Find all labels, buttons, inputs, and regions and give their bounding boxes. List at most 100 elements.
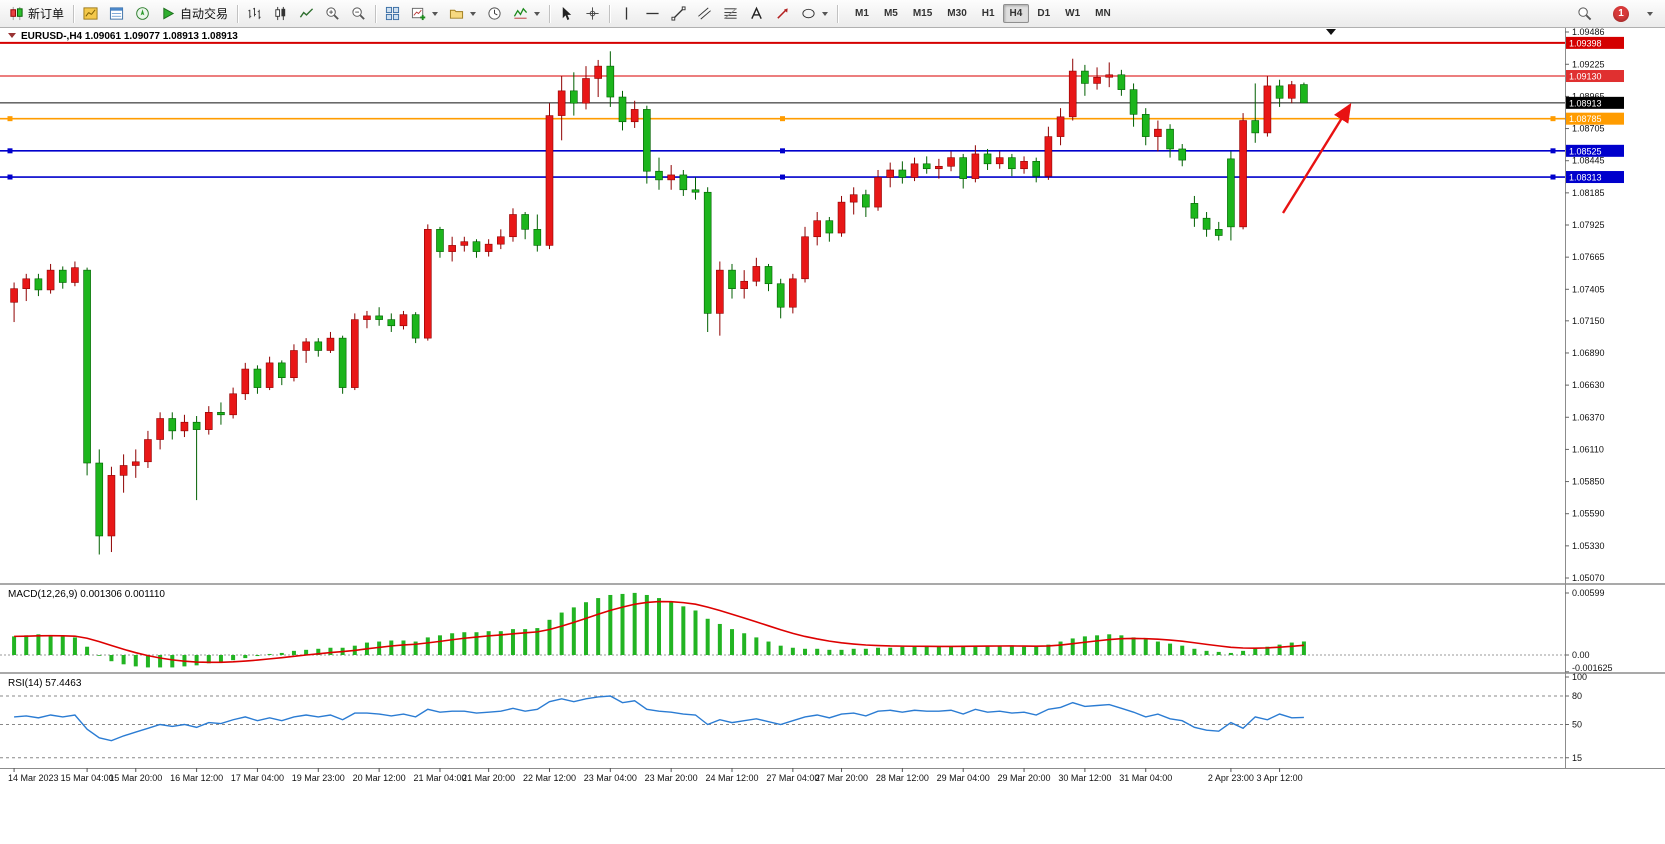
text-tool-button[interactable] bbox=[744, 2, 769, 26]
tile-windows-button[interactable] bbox=[380, 2, 405, 26]
macd-bar bbox=[474, 632, 479, 655]
timeframe-button-h1[interactable]: H1 bbox=[981, 8, 995, 19]
macd-bar bbox=[1289, 642, 1294, 655]
navigator-button[interactable] bbox=[130, 2, 155, 26]
candle bbox=[1032, 161, 1041, 177]
candle bbox=[776, 283, 785, 308]
macd-bar bbox=[425, 637, 430, 655]
line-handle[interactable] bbox=[7, 174, 13, 180]
crosshair-tool-button[interactable] bbox=[580, 2, 605, 26]
candle bbox=[1287, 84, 1296, 99]
macd-bar bbox=[596, 598, 601, 655]
timeframe-button-mn[interactable]: MN bbox=[1095, 8, 1111, 19]
candle bbox=[46, 269, 55, 291]
line-handle[interactable] bbox=[780, 174, 785, 180]
candle bbox=[570, 90, 578, 104]
new-order-button[interactable]: 新订单 bbox=[4, 2, 69, 26]
line-handle[interactable] bbox=[1550, 174, 1556, 180]
macd-bar bbox=[961, 645, 966, 655]
macd-bar bbox=[973, 645, 978, 655]
timeframe-button-m15[interactable]: M15 bbox=[912, 8, 933, 19]
candle bbox=[1081, 70, 1089, 84]
macd-bar bbox=[1070, 638, 1075, 655]
timeframe-button-d1[interactable]: D1 bbox=[1037, 8, 1051, 19]
macd-bar bbox=[498, 631, 503, 655]
candle bbox=[716, 269, 724, 314]
line-handle[interactable] bbox=[1550, 116, 1556, 122]
shapes-tool-button[interactable] bbox=[796, 2, 833, 26]
zoom-out-button[interactable] bbox=[346, 2, 371, 26]
candle bbox=[144, 439, 152, 463]
line-handle[interactable] bbox=[780, 148, 785, 154]
chart-menu-caret-icon[interactable] bbox=[8, 33, 16, 38]
candle bbox=[399, 314, 408, 327]
macd-bar bbox=[486, 631, 491, 655]
macd-bar bbox=[559, 612, 564, 655]
data-window-button[interactable] bbox=[104, 2, 129, 26]
zoom-out-icon bbox=[352, 7, 365, 20]
horizontal-line-tool-button[interactable] bbox=[640, 2, 665, 26]
macd-bar bbox=[389, 640, 394, 655]
candle bbox=[302, 341, 310, 351]
macd-bar bbox=[1253, 648, 1258, 655]
chart-shift-marker[interactable] bbox=[1326, 29, 1336, 35]
fibonacci-tool-button[interactable] bbox=[718, 2, 743, 26]
price-scale-label: 1.06370 bbox=[1572, 412, 1605, 422]
toolbar-overflow-caret-icon[interactable] bbox=[1647, 11, 1653, 16]
macd-bar bbox=[705, 618, 710, 655]
line-handle[interactable] bbox=[7, 148, 13, 154]
candle bbox=[58, 269, 67, 283]
candle bbox=[789, 278, 797, 308]
indicators-button[interactable] bbox=[508, 2, 545, 26]
candle bbox=[1214, 229, 1223, 236]
trendline-tool-button[interactable] bbox=[666, 2, 691, 26]
candle bbox=[983, 153, 992, 165]
candle bbox=[387, 319, 396, 327]
time-axis-area[interactable] bbox=[0, 769, 1665, 791]
price-scale-area[interactable] bbox=[1565, 28, 1665, 768]
bar-chart-mode-button[interactable] bbox=[242, 2, 267, 26]
candle bbox=[752, 266, 761, 282]
arrow-tool-button[interactable] bbox=[770, 2, 795, 26]
auto-trading-button[interactable]: 自动交易 bbox=[156, 2, 233, 26]
timeframe-button-m30[interactable]: M30 bbox=[947, 8, 967, 19]
time-axis-label: 16 Mar 12:00 bbox=[170, 773, 223, 783]
search-button[interactable] bbox=[1572, 2, 1597, 26]
candle bbox=[1117, 74, 1126, 90]
candlestick-mode-button[interactable] bbox=[268, 2, 293, 26]
macd-bar bbox=[1009, 645, 1014, 655]
candle bbox=[630, 109, 639, 123]
candle bbox=[509, 214, 517, 238]
market-watch-button[interactable] bbox=[78, 2, 103, 26]
arrow-annotation[interactable] bbox=[1281, 102, 1352, 214]
line-chart-mode-button[interactable] bbox=[294, 2, 319, 26]
macd-bar bbox=[1107, 634, 1112, 655]
line-handle[interactable] bbox=[1550, 148, 1556, 154]
macd-bar bbox=[815, 648, 820, 655]
candle bbox=[618, 96, 627, 123]
cursor-tool-button[interactable] bbox=[554, 2, 579, 26]
macd-bar bbox=[170, 655, 175, 668]
line-handle[interactable] bbox=[7, 116, 13, 122]
navigator-icon bbox=[136, 7, 149, 20]
candle bbox=[655, 170, 663, 181]
candle bbox=[740, 280, 748, 289]
vertical-line-tool-button[interactable] bbox=[614, 2, 639, 26]
timeframe-button-w1[interactable]: W1 bbox=[1065, 8, 1081, 19]
timeframe-button-h4[interactable]: H4 bbox=[1002, 4, 1030, 23]
timeframe-button-m1[interactable]: M1 bbox=[855, 8, 869, 19]
line-handle[interactable] bbox=[780, 116, 785, 122]
new-chart-button[interactable] bbox=[406, 2, 443, 26]
period-clock-button[interactable] bbox=[482, 2, 507, 26]
timeframe-button-m5[interactable]: M5 bbox=[883, 8, 898, 19]
notification-badge[interactable]: 1 bbox=[1613, 5, 1629, 22]
time-axis-label: 15 Mar 20:00 bbox=[109, 773, 162, 783]
macd-bar bbox=[1034, 646, 1039, 655]
macd-bar bbox=[133, 655, 138, 667]
zoom-in-button[interactable] bbox=[320, 2, 345, 26]
channel-tool-button[interactable] bbox=[692, 2, 717, 26]
candle bbox=[1129, 89, 1138, 115]
candle bbox=[1166, 128, 1174, 150]
profiles-button[interactable] bbox=[444, 2, 481, 26]
